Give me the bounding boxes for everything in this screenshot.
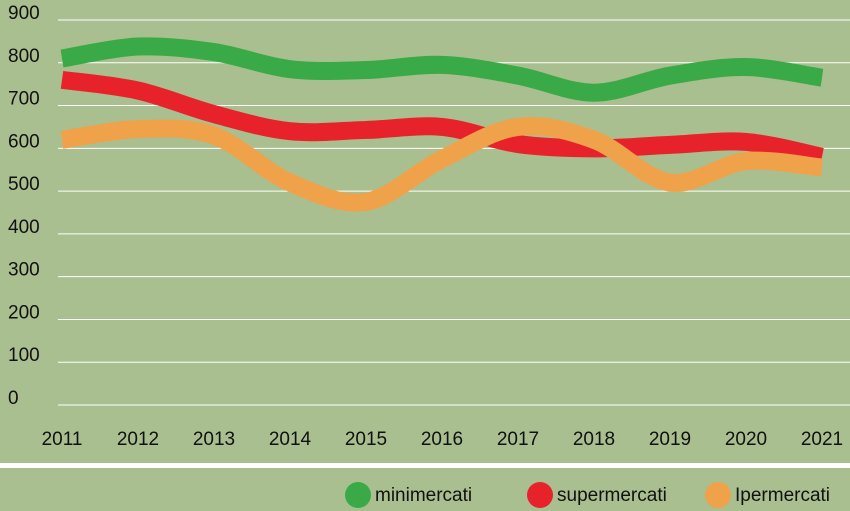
y-tick-label: 0 [8,388,19,409]
y-tick-label: 600 [8,131,40,152]
y-tick-label: 200 [8,302,40,323]
y-tick-label: 800 [8,46,40,67]
x-tick-label: 2018 [573,429,615,450]
series-line [60,37,824,102]
x-tick-label: 2016 [421,429,463,450]
legend-swatch [705,482,731,508]
legend-swatch [345,482,371,508]
series-line [60,70,824,166]
separator [0,463,850,468]
y-tick-label: 400 [8,217,40,238]
legend-label: Ipermercati [735,485,830,506]
x-tick-label: 2019 [649,429,691,450]
x-tick-label: 2012 [117,429,159,450]
legend-label: supermercati [557,485,667,506]
legend-swatch [527,482,553,508]
y-tick-label: 900 [8,3,40,24]
x-tick-label: 2014 [269,429,312,450]
y-tick-label: 500 [8,174,40,195]
legend-label: minimercati [375,485,472,506]
y-tick-label: 300 [8,260,40,281]
y-tick-label: 700 [8,89,40,110]
x-tick-label: 2015 [345,429,387,450]
series-line [60,117,823,212]
x-tick-label: 2020 [725,429,767,450]
x-tick-label: 2021 [801,429,843,450]
x-tick-label: 2017 [497,429,539,450]
y-tick-label: 100 [8,345,40,366]
x-tick-label: 2013 [193,429,235,450]
x-tick-label: 2011 [42,429,83,450]
